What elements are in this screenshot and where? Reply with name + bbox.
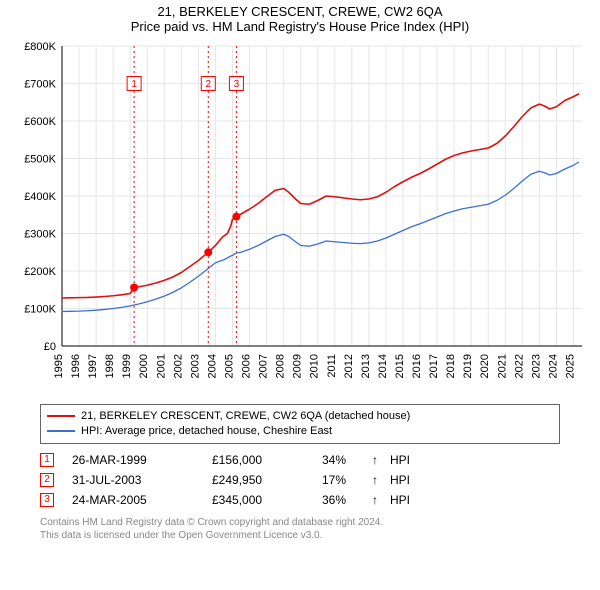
x-axis-label: 2020 [479, 354, 491, 378]
attribution-line: Contains HM Land Registry data © Crown c… [40, 516, 560, 529]
x-axis-label: 2022 [513, 354, 525, 378]
y-axis-label: £400K [24, 191, 56, 203]
x-axis-label: 2009 [292, 354, 304, 378]
sale-price: £249,950 [212, 473, 322, 487]
y-axis-label: £300K [24, 229, 56, 241]
x-axis-label: 1999 [121, 354, 133, 378]
y-axis-label: £700K [24, 79, 56, 91]
sale-date: 24-MAR-2005 [72, 493, 212, 507]
legend-swatch [47, 415, 75, 417]
sale-marker-number: 3 [234, 79, 240, 90]
x-axis-label: 2005 [223, 354, 235, 378]
sale-pct: 36% [322, 493, 372, 507]
x-axis-label: 2011 [326, 354, 338, 378]
x-axis-label: 2001 [155, 354, 167, 378]
x-axis-label: 2013 [360, 354, 372, 378]
chart-subtitle: Price paid vs. HM Land Registry's House … [0, 19, 600, 36]
sale-dot [130, 284, 138, 292]
arrow-up-icon: ↑ [372, 493, 390, 507]
x-axis-label: 1996 [70, 354, 82, 378]
arrow-up-icon: ↑ [372, 473, 390, 487]
x-axis-label: 2015 [394, 354, 406, 378]
attribution-line: This data is licensed under the Open Gov… [40, 529, 560, 542]
sales-row: 1 26-MAR-1999£156,00034%↑HPI [40, 450, 560, 470]
y-axis-label: £600K [24, 116, 56, 128]
x-axis-label: 2017 [428, 354, 440, 378]
hpi-label: HPI [390, 453, 410, 467]
x-axis-label: 2007 [258, 354, 270, 378]
sale-dot [232, 213, 240, 221]
sale-marker-number: 1 [131, 79, 137, 90]
chart-title: 21, BERKELEY CRESCENT, CREWE, CW2 6QA [0, 0, 600, 19]
hpi-label: HPI [390, 493, 410, 507]
x-axis-label: 1997 [87, 354, 99, 378]
sale-pct: 17% [322, 473, 372, 487]
sale-date: 26-MAR-1999 [72, 453, 212, 467]
sale-date: 31-JUL-2003 [72, 473, 212, 487]
x-axis-label: 2003 [189, 354, 201, 378]
legend: 21, BERKELEY CRESCENT, CREWE, CW2 6QA (d… [40, 404, 560, 444]
legend-row: HPI: Average price, detached house, Ches… [47, 424, 553, 439]
sale-pct: 34% [322, 453, 372, 467]
x-axis-label: 2018 [445, 354, 457, 378]
x-axis-label: 2004 [206, 354, 218, 378]
x-axis-label: 2016 [411, 354, 423, 378]
sale-marker-number: 2 [206, 79, 212, 90]
x-axis-label: 2019 [462, 354, 474, 378]
x-axis-label: 1998 [104, 354, 116, 378]
sale-marker-box: 3 [40, 493, 54, 507]
y-axis-label: £100K [24, 304, 56, 316]
sale-marker-box: 1 [40, 453, 54, 467]
x-axis-label: 2014 [377, 354, 389, 378]
x-axis-label: 2000 [138, 354, 150, 378]
legend-row: 21, BERKELEY CRESCENT, CREWE, CW2 6QA (d… [47, 409, 553, 424]
sale-marker-box: 2 [40, 473, 54, 487]
page-root: 21, BERKELEY CRESCENT, CREWE, CW2 6QA Pr… [0, 0, 600, 590]
sales-row: 3 24-MAR-2005£345,00036%↑HPI [40, 490, 560, 510]
x-axis-label: 2008 [275, 354, 287, 378]
chart-svg: £0 £100K £200K £300K £400K £500K £600K £700K £80… [10, 36, 590, 396]
x-axis-label: 2023 [530, 354, 542, 378]
x-axis-label: 2025 [564, 354, 576, 378]
sales-table: 126-MAR-1999£156,00034%↑HPI231-JUL-2003£… [40, 450, 560, 510]
sale-dot [204, 248, 212, 256]
attribution: Contains HM Land Registry data © Crown c… [40, 516, 560, 542]
x-axis-label: 2024 [547, 354, 559, 378]
x-axis-label: 1995 [53, 354, 65, 378]
chart: £0 £100K £200K £300K £400K £500K £600K £700K £80… [10, 36, 590, 396]
sales-row: 2 31-JUL-2003£249,95017%↑HPI [40, 470, 560, 490]
y-axis-label: £800K [24, 41, 56, 53]
legend-label: HPI: Average price, detached house, Ches… [81, 424, 332, 439]
x-axis-label: 2012 [343, 354, 355, 378]
arrow-up-icon: ↑ [372, 453, 390, 467]
legend-label: 21, BERKELEY CRESCENT, CREWE, CW2 6QA (d… [81, 409, 410, 424]
x-axis-label: 2010 [309, 354, 321, 378]
y-axis-label: £200K [24, 266, 56, 278]
hpi-label: HPI [390, 473, 410, 487]
y-axis-label: £500K [24, 154, 56, 166]
sale-price: £345,000 [212, 493, 322, 507]
y-axis-label: £0 [44, 341, 56, 353]
x-axis-label: 2021 [496, 354, 508, 378]
sale-price: £156,000 [212, 453, 322, 467]
x-axis-label: 2006 [241, 354, 253, 378]
x-axis-label: 2002 [172, 354, 184, 378]
legend-swatch [47, 430, 75, 432]
